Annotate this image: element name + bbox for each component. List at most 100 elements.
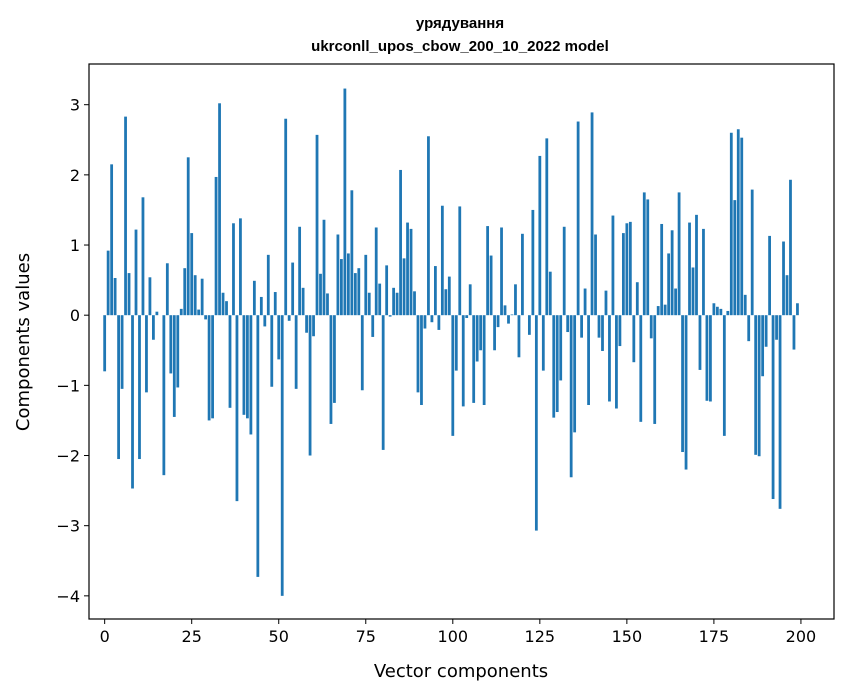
- y-tick-label: 2: [70, 166, 80, 185]
- bar-189: [761, 315, 765, 377]
- bar-186: [750, 189, 754, 316]
- bar-40: [242, 315, 246, 415]
- bar-5: [120, 315, 124, 389]
- bar-46: [263, 315, 267, 327]
- bar-68: [340, 259, 343, 316]
- bar-155: [642, 192, 646, 316]
- bar-106: [472, 315, 476, 403]
- bar-37: [232, 223, 235, 316]
- bar-179: [726, 310, 730, 316]
- bar-67: [336, 234, 340, 316]
- bar-53: [287, 315, 291, 321]
- bar-181: [733, 200, 737, 316]
- bar-164: [674, 288, 677, 316]
- bar-44: [256, 315, 260, 577]
- bar-103: [461, 315, 465, 407]
- bar-122: [527, 315, 531, 335]
- bar-118: [514, 284, 517, 316]
- bar-163: [670, 230, 674, 316]
- bar-142: [597, 315, 601, 338]
- bar-183: [740, 137, 744, 316]
- bar-167: [684, 315, 688, 470]
- bar-93: [427, 136, 430, 316]
- bar-94: [430, 315, 434, 323]
- bar-6: [124, 116, 127, 316]
- bar-177: [719, 308, 723, 316]
- bar-104: [465, 315, 469, 318]
- y-tick-label: −2: [56, 447, 80, 466]
- bar-172: [702, 228, 705, 316]
- bar-14: [152, 315, 155, 340]
- bar-141: [594, 234, 597, 316]
- bar-56: [298, 226, 302, 316]
- bar-28: [200, 278, 204, 316]
- bar-23: [183, 268, 187, 316]
- bar-125: [538, 155, 542, 316]
- bar-110: [486, 226, 490, 316]
- bar-170: [695, 214, 698, 316]
- x-tick-label: 175: [699, 627, 730, 646]
- bar-135: [573, 315, 577, 433]
- bar-52: [284, 118, 288, 316]
- bar-150: [625, 223, 629, 316]
- bar-139: [587, 315, 590, 405]
- bar-180: [729, 132, 733, 316]
- bar-21: [176, 315, 180, 388]
- bar-2: [110, 164, 114, 316]
- y-tick-label: 1: [70, 236, 80, 255]
- bar-89: [413, 291, 416, 316]
- bar-193: [775, 315, 778, 340]
- bar-156: [646, 199, 650, 316]
- bar-175: [712, 303, 716, 316]
- bar-71: [350, 190, 354, 316]
- bar-128: [548, 271, 552, 316]
- bar-26: [193, 275, 197, 316]
- bar-137: [580, 315, 583, 338]
- bar-97: [440, 205, 444, 316]
- bar-176: [715, 306, 719, 316]
- bar-184: [743, 294, 747, 316]
- bar-185: [747, 315, 751, 342]
- bar-8: [131, 315, 134, 489]
- bar-25: [190, 233, 194, 316]
- bar-149: [621, 233, 625, 316]
- bar-105: [468, 284, 472, 316]
- bar-41: [246, 315, 249, 419]
- bar-24: [186, 157, 190, 316]
- bar-126: [541, 315, 545, 371]
- bar-152: [632, 315, 636, 363]
- bar-63: [322, 219, 326, 316]
- bar-76: [367, 292, 371, 316]
- bar-154: [639, 315, 643, 422]
- bar-29: [204, 315, 208, 320]
- bars-group: [103, 88, 799, 596]
- bar-85: [399, 169, 402, 316]
- bar-195: [782, 241, 785, 316]
- bar-102: [458, 206, 462, 316]
- bar-60: [312, 315, 315, 337]
- bar-65: [329, 315, 333, 424]
- bar-7: [127, 273, 131, 316]
- x-tick-label: 100: [438, 627, 469, 646]
- bar-61: [315, 134, 319, 316]
- bar-168: [688, 222, 691, 316]
- y-axis-label: Components values: [13, 253, 34, 431]
- bar-74: [360, 315, 364, 391]
- bar-140: [590, 112, 594, 316]
- bar-3: [113, 278, 117, 316]
- bar-166: [681, 315, 684, 453]
- bar-148: [618, 315, 622, 347]
- x-tick-label: 0: [100, 627, 110, 646]
- bar-127: [545, 138, 549, 316]
- bar-188: [757, 315, 761, 457]
- bar-82: [388, 315, 392, 317]
- bar-113: [496, 315, 500, 328]
- bar-169: [691, 267, 695, 316]
- y-axis-ticks: 3 2 1 0 −1 −2 −3 −4: [56, 96, 89, 606]
- bar-191: [768, 235, 771, 316]
- bar-81: [385, 265, 389, 316]
- bar-174: [709, 315, 712, 402]
- bar-43: [252, 280, 256, 316]
- bar-145: [608, 315, 611, 402]
